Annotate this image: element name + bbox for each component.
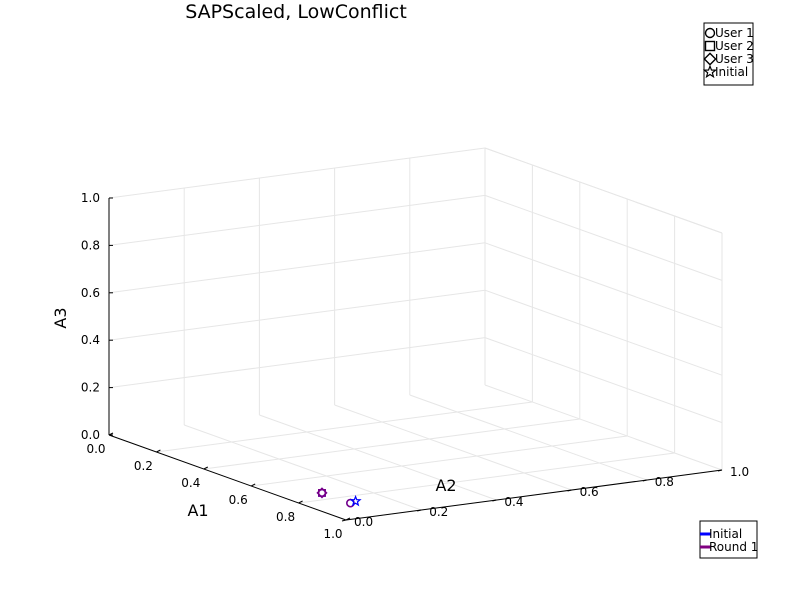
y-tick-label: 0.2 (429, 505, 448, 519)
marker-legend-box (703, 22, 754, 86)
x-tick-label: 0.0 (86, 442, 105, 456)
legend-marker-square (704, 40, 716, 52)
grid-line (108, 337, 486, 389)
data-point-star (349, 494, 362, 507)
x-tick-label: 0.6 (229, 493, 248, 507)
grid-line (259, 414, 497, 501)
marker-legend-label: Initial (715, 65, 748, 79)
series-legend-box (699, 520, 758, 559)
x-tick-mark (250, 483, 256, 487)
y-tick-mark (567, 489, 572, 492)
y-tick-mark (341, 519, 347, 522)
y-axis-line (345, 469, 723, 521)
y-tick-label: 0.6 (580, 485, 599, 499)
x-tick-label: 0.4 (181, 476, 200, 490)
series-legend-label: Round 1 (709, 540, 758, 554)
grid-line (484, 242, 723, 329)
grid-line (484, 194, 723, 281)
x-tick-mark (203, 466, 209, 470)
y-tick-mark (717, 469, 723, 472)
x-tick-mark (298, 500, 303, 504)
y-tick-mark (642, 479, 647, 482)
grid-line (251, 435, 628, 487)
grid-line (108, 194, 486, 246)
marker-legend-label: User 1 (715, 26, 754, 40)
legend-marker-star (702, 64, 718, 79)
z-tick-label: 1.0 (81, 191, 100, 205)
axes (108, 197, 723, 522)
grid-line (484, 147, 723, 234)
grid-line (203, 418, 580, 470)
y-tick-mark (492, 499, 497, 502)
y-tick-label: 1.0 (730, 465, 749, 479)
y-tick-label: 0.0 (354, 515, 373, 529)
data-point-square (318, 489, 326, 497)
series-legend-label: Initial (709, 527, 742, 541)
z-tick-label: 0.4 (81, 333, 100, 347)
chart-title: SAPScaled, LowConflict (185, 1, 407, 23)
grid-line (409, 394, 647, 481)
grid-line (298, 452, 675, 504)
z-axis-label: A3 (51, 307, 70, 328)
grid-line (108, 289, 486, 341)
legend-marker-circle (704, 27, 716, 39)
tick-labels: 0.0 0.2 0.4 0.6 0.8 1.0 0.0 0.2 0.4 0.6 0.8 1.0 0.0 0… (81, 191, 749, 541)
grid-line (156, 401, 533, 453)
grid-lines (108, 147, 723, 521)
marker-legend-label: User 3 (715, 52, 754, 66)
grid-line (484, 384, 723, 471)
y-tick-label: 0.4 (504, 495, 523, 509)
z-tick-label: 0.2 (81, 381, 100, 395)
x-tick-label: 1.0 (323, 527, 342, 541)
x-axis-label: A1 (187, 501, 208, 520)
y-tick-mark (417, 509, 422, 512)
z-tick-label: 0.0 (81, 428, 100, 442)
grid-line (108, 147, 486, 199)
z-tick-label: 0.6 (81, 286, 100, 300)
x-tick-mark (345, 517, 351, 521)
y-tick-label: 0.8 (655, 475, 674, 489)
grid-line (108, 242, 486, 294)
marker-legend-label: User 2 (715, 39, 754, 53)
x-axis-line (108, 434, 347, 521)
x-tick-label: 0.2 (134, 459, 153, 473)
grid-line (484, 337, 723, 424)
grid-line (334, 404, 572, 491)
data-points (316, 487, 362, 508)
y-axis-label: A2 (435, 476, 456, 495)
x-tick-mark (156, 449, 161, 453)
z-tick-label: 0.8 (81, 238, 100, 252)
x-tick-label: 0.8 (276, 510, 295, 524)
data-point-diamond (316, 487, 328, 499)
grid-line (184, 424, 422, 511)
grid-line (484, 289, 723, 376)
